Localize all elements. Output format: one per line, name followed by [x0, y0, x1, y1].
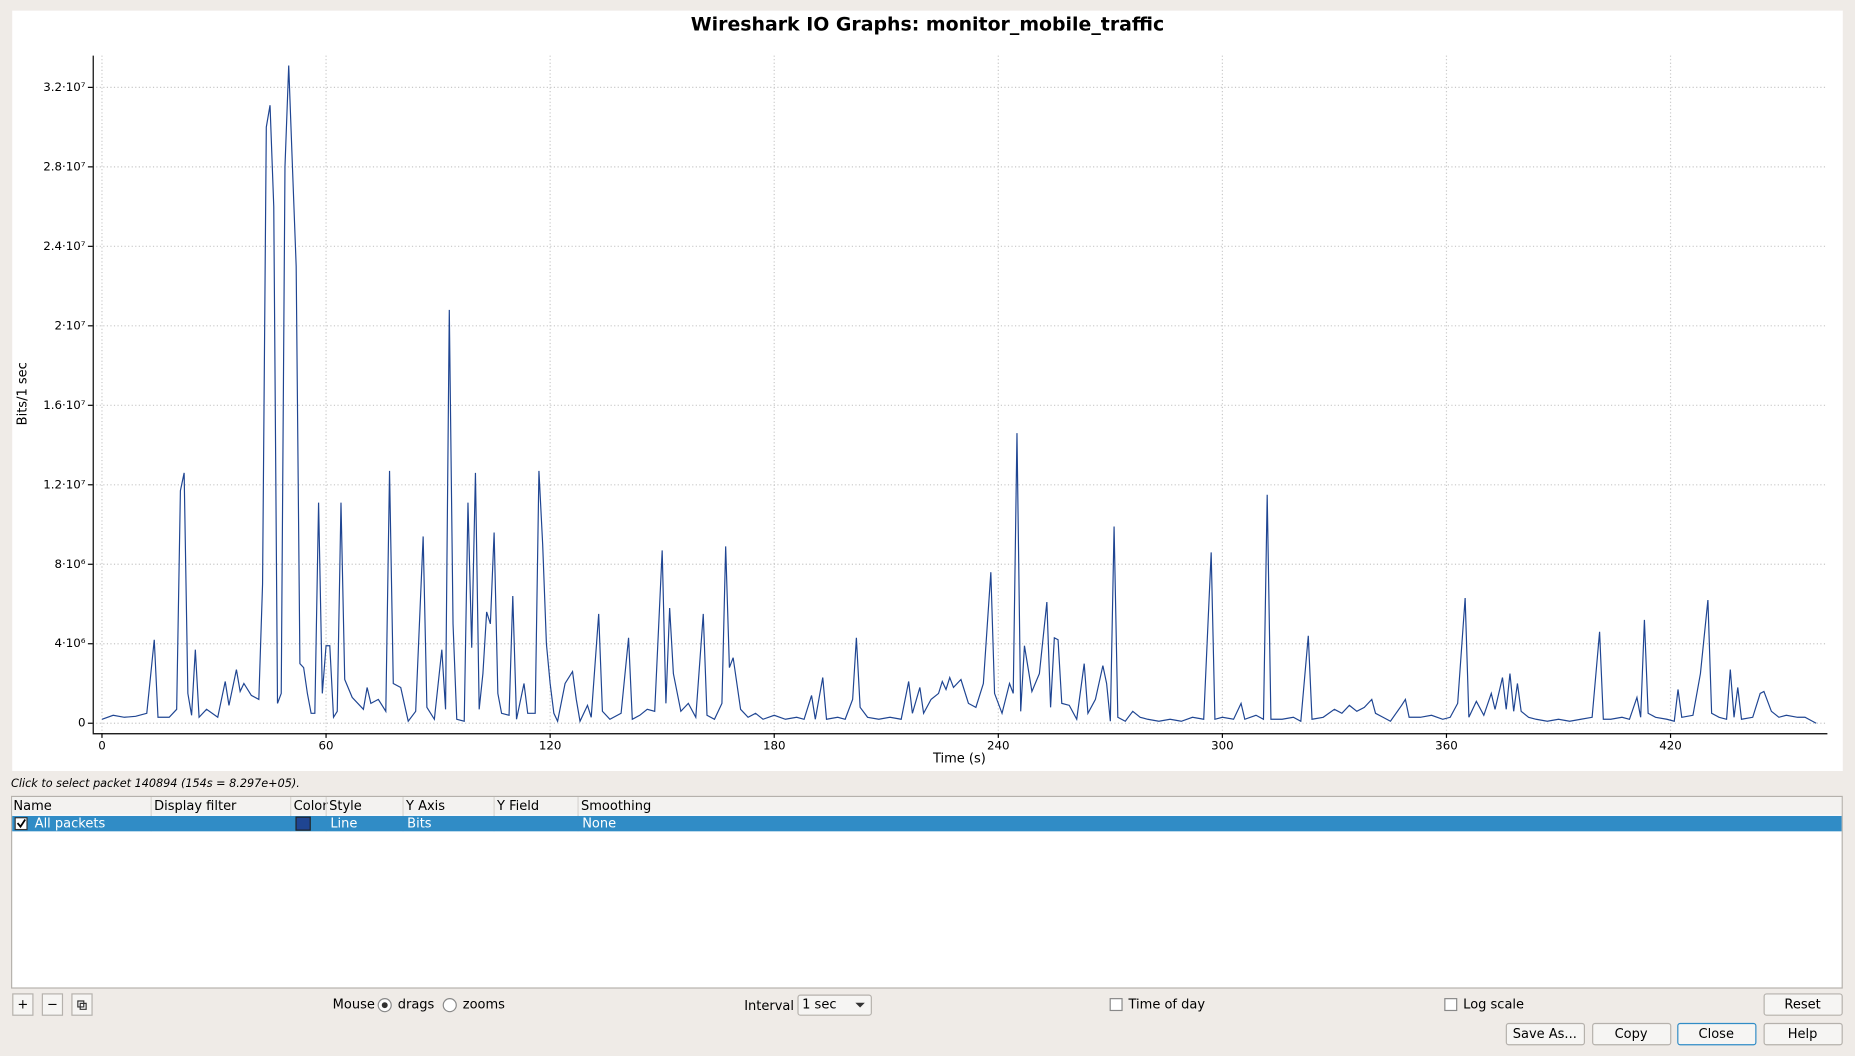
dropdown-arrow	[855, 1002, 865, 1008]
drags-label: drags	[398, 998, 435, 1013]
y-tick-label: 2·10⁷	[54, 318, 85, 332]
y-tick-label: 3.2·10⁷	[43, 80, 86, 94]
time-of-day-checkbox[interactable]	[1109, 998, 1123, 1012]
y-tick-label: 2.4·10⁷	[43, 239, 86, 253]
duplicate-icon	[77, 1000, 87, 1010]
close-button[interactable]	[1677, 1022, 1757, 1046]
chart-title: Wireshark IO Graphs: monitor_mobile_traf…	[691, 13, 1164, 35]
add-label: +	[17, 998, 28, 1013]
y-tick-label: 0	[78, 716, 86, 730]
zooms-label: zooms	[463, 998, 505, 1013]
time-of-day-label: Time of day	[1128, 998, 1206, 1013]
status-text: Click to select packet 140894 (154s = 8.…	[11, 777, 300, 790]
help-label: Help	[1788, 1027, 1818, 1042]
enable-checkbox[interactable]	[14, 817, 28, 831]
interval-select[interactable]	[797, 994, 872, 1016]
series-line	[101, 65, 1817, 724]
help-button[interactable]	[1763, 1022, 1843, 1046]
x-tick-label: 180	[763, 739, 786, 753]
x-tick-label: 360	[1435, 739, 1458, 753]
add-button[interactable]	[12, 993, 34, 1016]
log-scale-label: Log scale	[1463, 998, 1524, 1013]
mouse-label: Mouse	[333, 998, 375, 1013]
column-header: Y Axis	[405, 799, 445, 814]
interval-value: 1 sec	[802, 998, 836, 1013]
x-tick-label: 300	[1211, 739, 1234, 753]
check-mark	[16, 819, 26, 829]
x-tick-label: 0	[98, 739, 106, 753]
copy-button[interactable]	[1592, 1022, 1672, 1046]
graph-y-axis: Bits	[407, 817, 432, 832]
selected-row[interactable]	[12, 815, 1842, 832]
column-header: Style	[329, 799, 362, 814]
x-tick-label: 240	[987, 739, 1010, 753]
y-tick-label: 8·10⁶	[54, 557, 85, 571]
log-scale-checkbox[interactable]	[1444, 998, 1458, 1012]
reset-label: Reset	[1784, 998, 1820, 1013]
x-tick-label: 120	[539, 739, 562, 753]
column-header: Display filter	[154, 799, 237, 814]
drags-radio-dot	[381, 1002, 388, 1009]
interval-label: Interval	[744, 999, 794, 1014]
column-header: Name	[13, 799, 51, 814]
reset-button[interactable]	[1763, 993, 1843, 1016]
y-tick-label: 1.6·10⁷	[43, 398, 86, 412]
column-headers: Name Display filter Color Style Y Axis Y Fiel…	[13, 797, 651, 832]
column-header: Smoothing	[581, 799, 651, 814]
x-tick-label: 60	[319, 739, 334, 753]
graph-smoothing: None	[582, 817, 616, 832]
y-axis-label: Bits/1 sec	[15, 362, 30, 425]
column-header: Color	[294, 799, 329, 814]
x-tick-label: 420	[1659, 739, 1682, 753]
y-tick-label: 4·10⁶	[54, 636, 85, 650]
remove-label: −	[47, 998, 58, 1013]
graph-style: Line	[330, 817, 357, 832]
close-label: Close	[1699, 1027, 1734, 1042]
graph-name: All packets	[35, 817, 106, 832]
save-as-label: Save As...	[1513, 1027, 1577, 1042]
color-swatch[interactable]	[295, 816, 311, 831]
plot: 0 4·10⁶ 8·10⁶ 1.2·10⁷ 1.6·10⁷ 2·10⁷ 2.4·10⁷ 2.8…	[43, 55, 1828, 753]
save-as-button[interactable]	[1505, 1022, 1585, 1046]
y-tick-label: 2.8·10⁷	[43, 159, 86, 173]
remove-button[interactable]	[41, 993, 64, 1016]
y-tick-label: 1.2·10⁷	[43, 477, 86, 491]
copy-label: Copy	[1615, 1027, 1648, 1042]
zooms-radio[interactable]	[442, 998, 457, 1013]
table-header	[12, 797, 1842, 815]
x-axis-label: Time (s)	[932, 752, 986, 767]
column-header: Y Field	[496, 799, 539, 814]
